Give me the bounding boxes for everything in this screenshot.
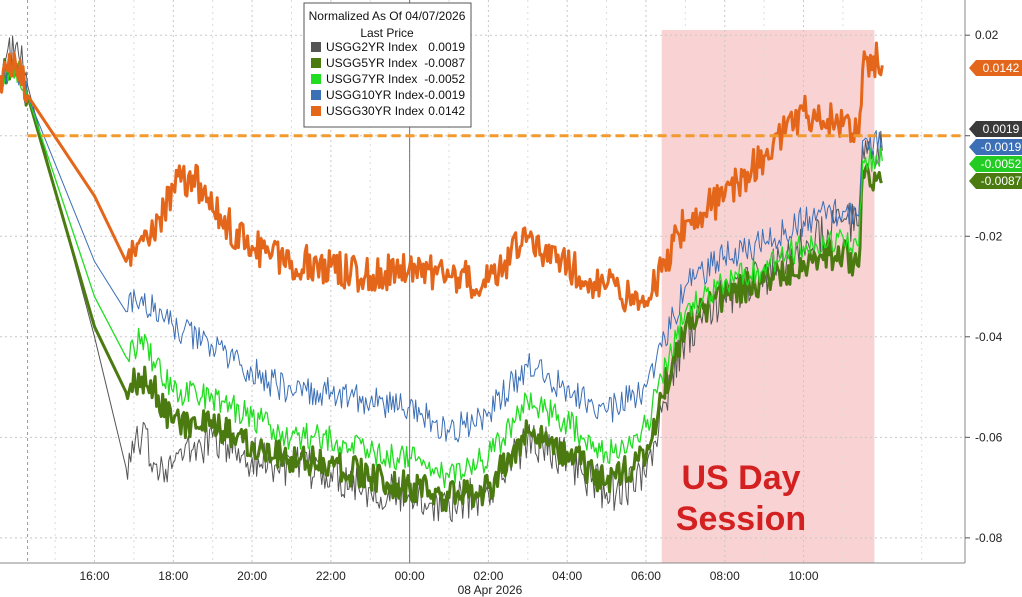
last-value-badge-text: -0.0019 [981, 140, 1022, 154]
last-value-badge [969, 139, 1022, 155]
last-value-badge-text: 0.0019 [983, 122, 1020, 136]
legend-swatch [311, 58, 321, 68]
legend-label: USGG7YR Index [326, 72, 417, 86]
x-tick-label: 16:00 [80, 569, 110, 583]
x-tick-label: 06:00 [631, 569, 661, 583]
x-date-label: 08 Apr 2026 [458, 583, 523, 597]
last-value-badge-text: 0.0142 [983, 61, 1020, 75]
last-value-badge [969, 156, 1022, 172]
series-line-usgg7yr [0, 60, 883, 489]
x-tick-label: 04:00 [552, 569, 582, 583]
legend: Normalized As Of 04/07/2026 Last Price U… [303, 2, 472, 128]
last-value-badge-text: -0.0087 [981, 174, 1022, 188]
last-value-badge [969, 60, 1022, 76]
x-tick-label: 10:00 [788, 569, 818, 583]
series-line-usgg30yr [0, 41, 884, 313]
legend-value: -0.0052 [424, 72, 465, 86]
us-day-session-band [661, 30, 875, 563]
series-line-usgg5yr [0, 58, 884, 513]
y-tick-label: -0.04 [975, 330, 1003, 344]
legend-swatch [311, 74, 321, 84]
legend-label: USGG2YR Index [326, 40, 417, 54]
legend-label: USGG10YR Index [326, 88, 424, 102]
legend-swatch [311, 90, 321, 100]
legend-value: -0.0087 [424, 56, 465, 70]
x-tick-label: 08:00 [710, 569, 740, 583]
last-value-badge-text: -0.0052 [981, 157, 1022, 171]
x-tick-label: 18:00 [158, 569, 188, 583]
y-tick-label: -0.06 [975, 430, 1003, 444]
legend-value: 0.0142 [428, 104, 465, 118]
legend-subtitle: Last Price [360, 26, 414, 40]
legend-label: USGG30YR Index [326, 104, 424, 118]
legend-value: -0.0019 [424, 88, 465, 102]
x-tick-label: 22:00 [316, 569, 346, 583]
x-tick-label: 00:00 [395, 569, 425, 583]
session-annotation-line-2: Session [676, 500, 806, 538]
x-tick-label: 20:00 [237, 569, 267, 583]
last-value-badge [969, 121, 1022, 137]
series-line-usgg10yr [0, 51, 883, 443]
legend-swatch [311, 42, 321, 52]
x-tick-label: 02:00 [473, 569, 503, 583]
legend-title: Normalized As Of 04/07/2026 [309, 9, 466, 23]
y-tick-label: 0.02 [975, 28, 999, 42]
legend-swatch [311, 106, 321, 116]
legend-label: USGG5YR Index [326, 56, 417, 70]
session-annotation-line-1: US Day [681, 459, 800, 497]
legend-value: 0.0019 [428, 40, 465, 54]
y-tick-label: -0.08 [975, 531, 1003, 545]
y-tick-label: -0.02 [975, 229, 1003, 243]
legend-box [303, 2, 472, 128]
last-value-badge [969, 173, 1022, 189]
